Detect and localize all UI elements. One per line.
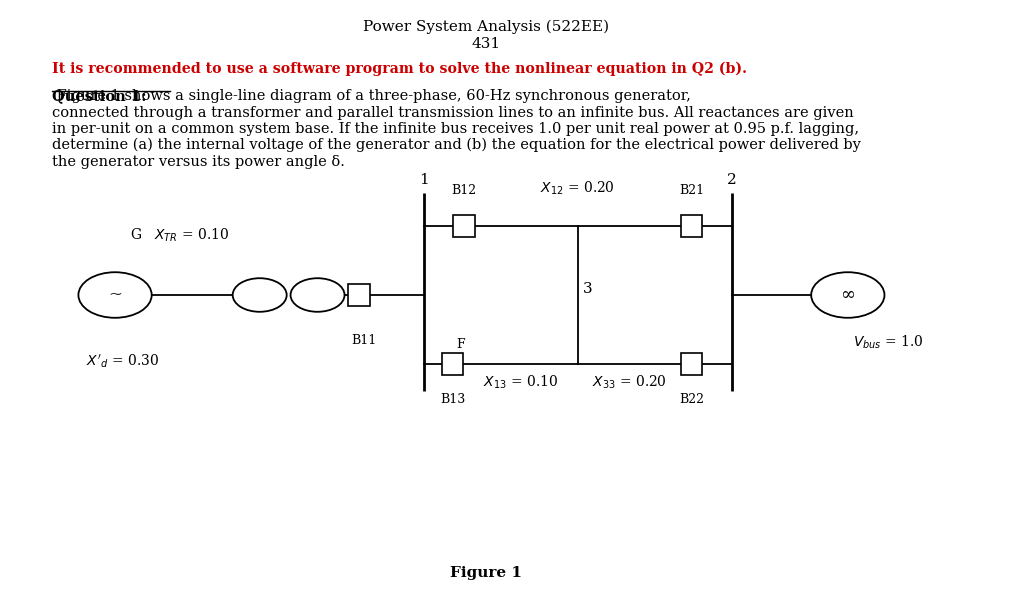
- Text: ∞: ∞: [840, 286, 856, 304]
- Text: F: F: [457, 338, 465, 351]
- Text: 3: 3: [583, 282, 592, 296]
- Text: B21: B21: [679, 184, 704, 197]
- Circle shape: [290, 278, 345, 312]
- Circle shape: [233, 278, 286, 312]
- Text: B22: B22: [679, 393, 704, 406]
- Bar: [442, 353, 463, 375]
- Text: $X_{12}$ = 0.20: $X_{12}$ = 0.20: [541, 180, 616, 197]
- Bar: [681, 353, 702, 375]
- Text: 1: 1: [419, 173, 429, 187]
- Bar: [453, 215, 475, 238]
- Text: Power System Analysis (522EE): Power System Analysis (522EE): [363, 19, 609, 33]
- Text: Figure 1: Figure 1: [450, 566, 522, 580]
- Text: $X'_d$ = 0.30: $X'_d$ = 0.30: [86, 352, 159, 370]
- Circle shape: [812, 272, 884, 318]
- Text: B13: B13: [440, 393, 465, 406]
- Text: Question 1:: Question 1:: [52, 89, 147, 103]
- Text: $V_{bus}$ = 1.0: $V_{bus}$ = 1.0: [853, 334, 923, 351]
- Bar: [349, 283, 369, 306]
- Text: G   $X_{TR}$ = 0.10: G $X_{TR}$ = 0.10: [129, 227, 229, 244]
- Text: Figure 1 shows a single-line diagram of a three-phase, 60-Hz synchronous generat: Figure 1 shows a single-line diagram of …: [52, 89, 861, 168]
- Text: B11: B11: [351, 334, 377, 347]
- Text: $X_{33}$ = 0.20: $X_{33}$ = 0.20: [592, 373, 667, 391]
- Text: ~: ~: [108, 285, 122, 302]
- Text: B12: B12: [451, 184, 477, 197]
- Circle shape: [78, 272, 152, 318]
- Text: $X_{13}$ = 0.10: $X_{13}$ = 0.10: [483, 373, 558, 391]
- Text: It is recommended to use a software program to solve the nonlinear equation in Q: It is recommended to use a software prog…: [52, 61, 747, 75]
- Bar: [681, 215, 702, 238]
- Text: 2: 2: [727, 173, 737, 187]
- Text: 431: 431: [472, 37, 501, 51]
